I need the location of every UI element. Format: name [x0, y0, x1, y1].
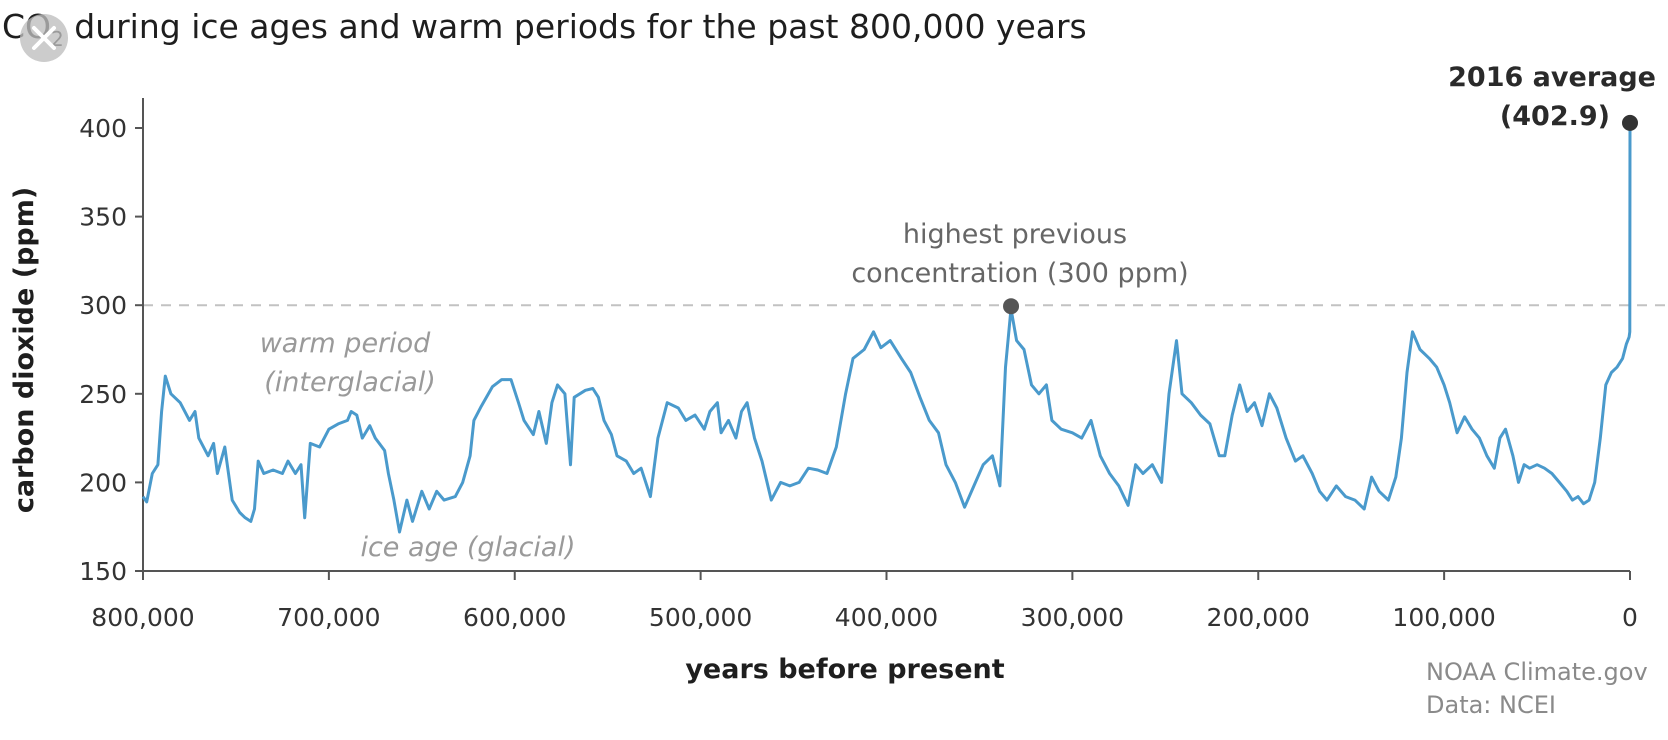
chart-title: CO2 during ice ages and warm periods for…: [2, 7, 1087, 51]
y-tick-label: 200: [79, 468, 127, 497]
x-tick-label: 300,000: [1021, 603, 1124, 632]
x-tick-label: 400,000: [835, 603, 938, 632]
annotation-ice-age: ice age (glacial): [360, 532, 575, 563]
x-tick-label: 700,000: [277, 603, 380, 632]
annotation-previous-line2: concentration (300 ppm): [851, 258, 1188, 289]
y-tick-label: 250: [79, 380, 127, 409]
y-tick-label: 350: [79, 203, 127, 232]
x-tick-label: 100,000: [1392, 603, 1495, 632]
x-axis-ticks: 800,000 700,000 600,000 500,000 400,000 300,0…: [91, 571, 1638, 632]
close-icon: [32, 26, 56, 50]
y-tick-label: 300: [79, 291, 127, 320]
marker-2016-average: [1622, 114, 1638, 131]
x-tick-label: 600,000: [463, 603, 566, 632]
x-axis-title: years before present: [685, 654, 1004, 685]
x-tick-label: 200,000: [1207, 603, 1310, 632]
close-button[interactable]: [20, 14, 68, 62]
credit-line1: NOAA Climate.gov: [1426, 658, 1648, 686]
x-tick-label: 800,000: [91, 603, 194, 632]
y-axis-title: carbon dioxide (ppm): [9, 187, 40, 513]
y-tick-label: 400: [79, 114, 127, 143]
annotation-2016-line2: (402.9): [1500, 101, 1610, 132]
y-tick-label: 150: [79, 557, 127, 586]
y-axis-ticks: 150 200 250 300 350 400: [79, 114, 143, 586]
annotation-2016-line1: 2016 average: [1448, 62, 1656, 93]
series-line: [141, 122, 1632, 534]
x-tick-label: 500,000: [649, 603, 752, 632]
marker-highest-previous: [1003, 298, 1020, 315]
annotation-previous-line1: highest previous: [903, 219, 1127, 250]
title-rest: during ice ages and warm periods for the…: [64, 7, 1087, 46]
annotation-warm-line2: (interglacial): [264, 367, 436, 398]
x-tick-label: 0: [1622, 603, 1638, 632]
credit-line2: Data: NCEI: [1426, 691, 1556, 719]
annotation-warm-line1: warm period: [260, 328, 431, 359]
